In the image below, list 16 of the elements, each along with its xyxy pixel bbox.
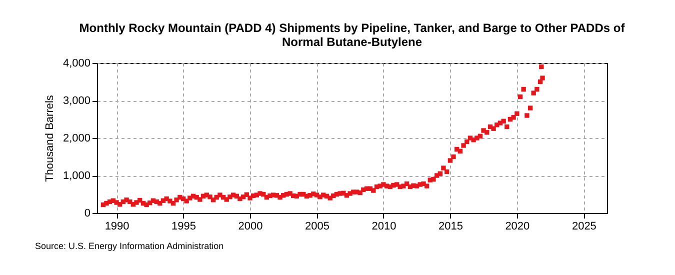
x-tick-label: 2020 [505, 220, 530, 232]
y-tick-label: 3,000 [62, 95, 90, 107]
y-tick-label: 4,000 [62, 58, 90, 70]
x-tick-label: 2025 [572, 220, 596, 232]
source-note: Source: U.S. Energy Information Administration [35, 241, 224, 251]
x-tick-label: 2005 [305, 220, 330, 232]
x-tick-label: 2000 [238, 220, 263, 232]
x-tick-label: 2010 [372, 220, 396, 232]
x-tick-label: 1990 [104, 220, 130, 232]
x-tick-label: 2015 [438, 220, 463, 232]
y-axis-title: Thousand Barrels [44, 94, 56, 182]
chart-title: Monthly Rocky Mountain (PADD 4) Shipments by Pipeline, Tanker, and Barge to Other PADDs of Normal Butane-Butylene [79, 21, 626, 49]
y-tick-label: 2,000 [62, 132, 90, 144]
x-tick-label: 1995 [172, 220, 196, 232]
y-tick-label: 0 [84, 208, 90, 220]
y-tick-label: 1,000 [62, 170, 90, 182]
